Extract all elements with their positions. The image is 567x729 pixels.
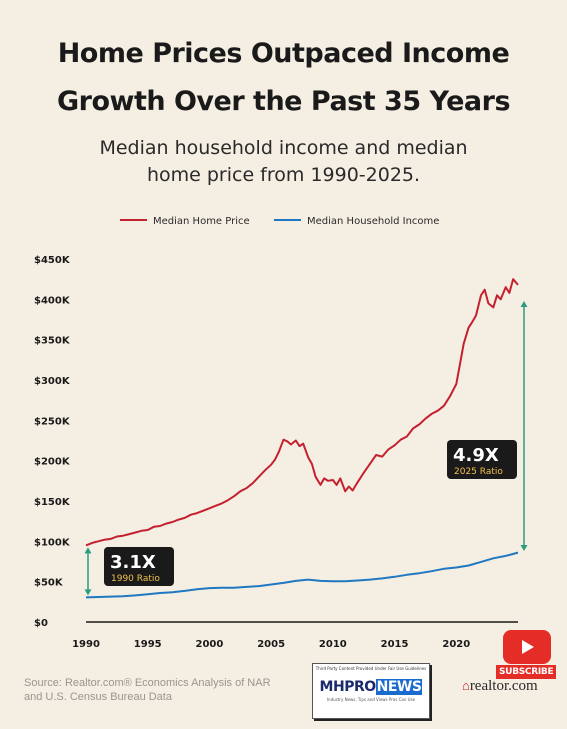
y-tick-label: $250K — [34, 416, 71, 427]
ratio-label-box — [447, 440, 517, 479]
legend: Median Home Price Median Household Incom… — [120, 216, 439, 227]
x-tick-label: 2005 — [257, 639, 285, 650]
ratio-arrow-1990 — [84, 547, 92, 596]
income-line — [85, 551, 519, 599]
subtitle-line-1: Median household income and median — [99, 137, 468, 159]
legend-label-income: Median Household Income — [307, 216, 439, 227]
youtube-play-button[interactable] — [503, 630, 551, 664]
y-tick-label: $150K — [34, 497, 71, 508]
ratio-caption: 1990 Ratio — [111, 574, 160, 584]
y-tick-label: $450K — [34, 255, 71, 266]
x-tick-label: 1990 — [72, 639, 100, 650]
ratio-label-box — [104, 547, 174, 586]
x-axis: 19901995200020052010201520202025 — [72, 621, 532, 650]
realtor-brand: ⌂realtor.com — [462, 678, 538, 695]
x-tick-label: 1995 — [134, 639, 162, 650]
title-line-2: Growth Over the Past 35 Years — [56, 86, 511, 117]
logo-pro: PRO — [344, 679, 376, 695]
series-layer — [85, 278, 519, 599]
source-note: Source: Realtor.com® Economics Analysis … — [24, 676, 304, 704]
mhpronews-badge[interactable]: Third Party Content Provided Under Fair … — [312, 663, 430, 719]
mhpronews-tagline: Industry News, Tips and Views Pros Can U… — [326, 697, 416, 702]
y-tick-label: $200K — [34, 457, 71, 468]
y-tick-label: $400K — [34, 295, 71, 306]
brand-name: realtor.com — [469, 678, 538, 694]
y-tick-label: $0 — [34, 618, 48, 629]
y-tick-label: $300K — [34, 376, 71, 387]
ratio-arrow-2025 — [520, 300, 528, 552]
title-line-1: Home Prices Outpaced Income — [57, 38, 510, 69]
ratio-caption: 2025 Ratio — [454, 467, 503, 477]
x-tick-label: 2015 — [381, 639, 409, 650]
x-tick-label: 2000 — [196, 639, 224, 650]
logo-mh: MH — [319, 679, 345, 695]
source-line-1: Source: Realtor.com® Economics Analysis … — [24, 677, 271, 689]
logo-news: NEWS — [375, 679, 423, 695]
home-price-line — [85, 278, 519, 547]
y-axis: $0 $50K $100K $150K $200K $250K $300K $350K $400… — [34, 255, 71, 629]
x-tick-label: 2010 — [319, 639, 347, 650]
source-line-2: and U.S. Census Bureau Data — [24, 691, 172, 703]
y-tick-label: $100K — [34, 537, 71, 548]
subscribe-button[interactable]: SUBSCRIBE — [496, 665, 557, 679]
y-tick-label: $350K — [34, 336, 71, 347]
ratio-value: 3.1X — [110, 552, 156, 573]
x-tick-label: 2020 — [442, 639, 470, 650]
house-icon: ⌂ — [462, 678, 470, 693]
fair-use-notice: Third Party Content Provided Under Fair … — [315, 666, 427, 671]
ratio-value: 4.9X — [453, 445, 499, 466]
y-tick-label: $50K — [34, 578, 64, 589]
mhpronews-logo: MHPRONEWS — [313, 679, 429, 695]
legend-label-home-price: Median Home Price — [153, 216, 250, 227]
subtitle-line-2: home price from 1990-2025. — [146, 164, 421, 186]
play-icon — [522, 640, 534, 654]
